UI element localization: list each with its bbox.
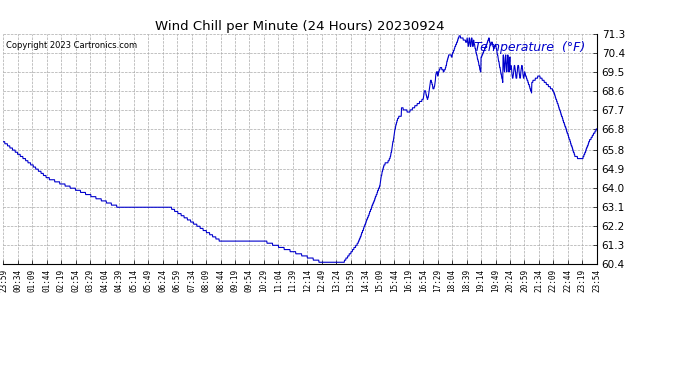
Text: Copyright 2023 Cartronics.com: Copyright 2023 Cartronics.com bbox=[6, 40, 137, 50]
Title: Wind Chill per Minute (24 Hours) 20230924: Wind Chill per Minute (24 Hours) 2023092… bbox=[155, 20, 445, 33]
Text: Temperature  (°F): Temperature (°F) bbox=[474, 40, 585, 54]
